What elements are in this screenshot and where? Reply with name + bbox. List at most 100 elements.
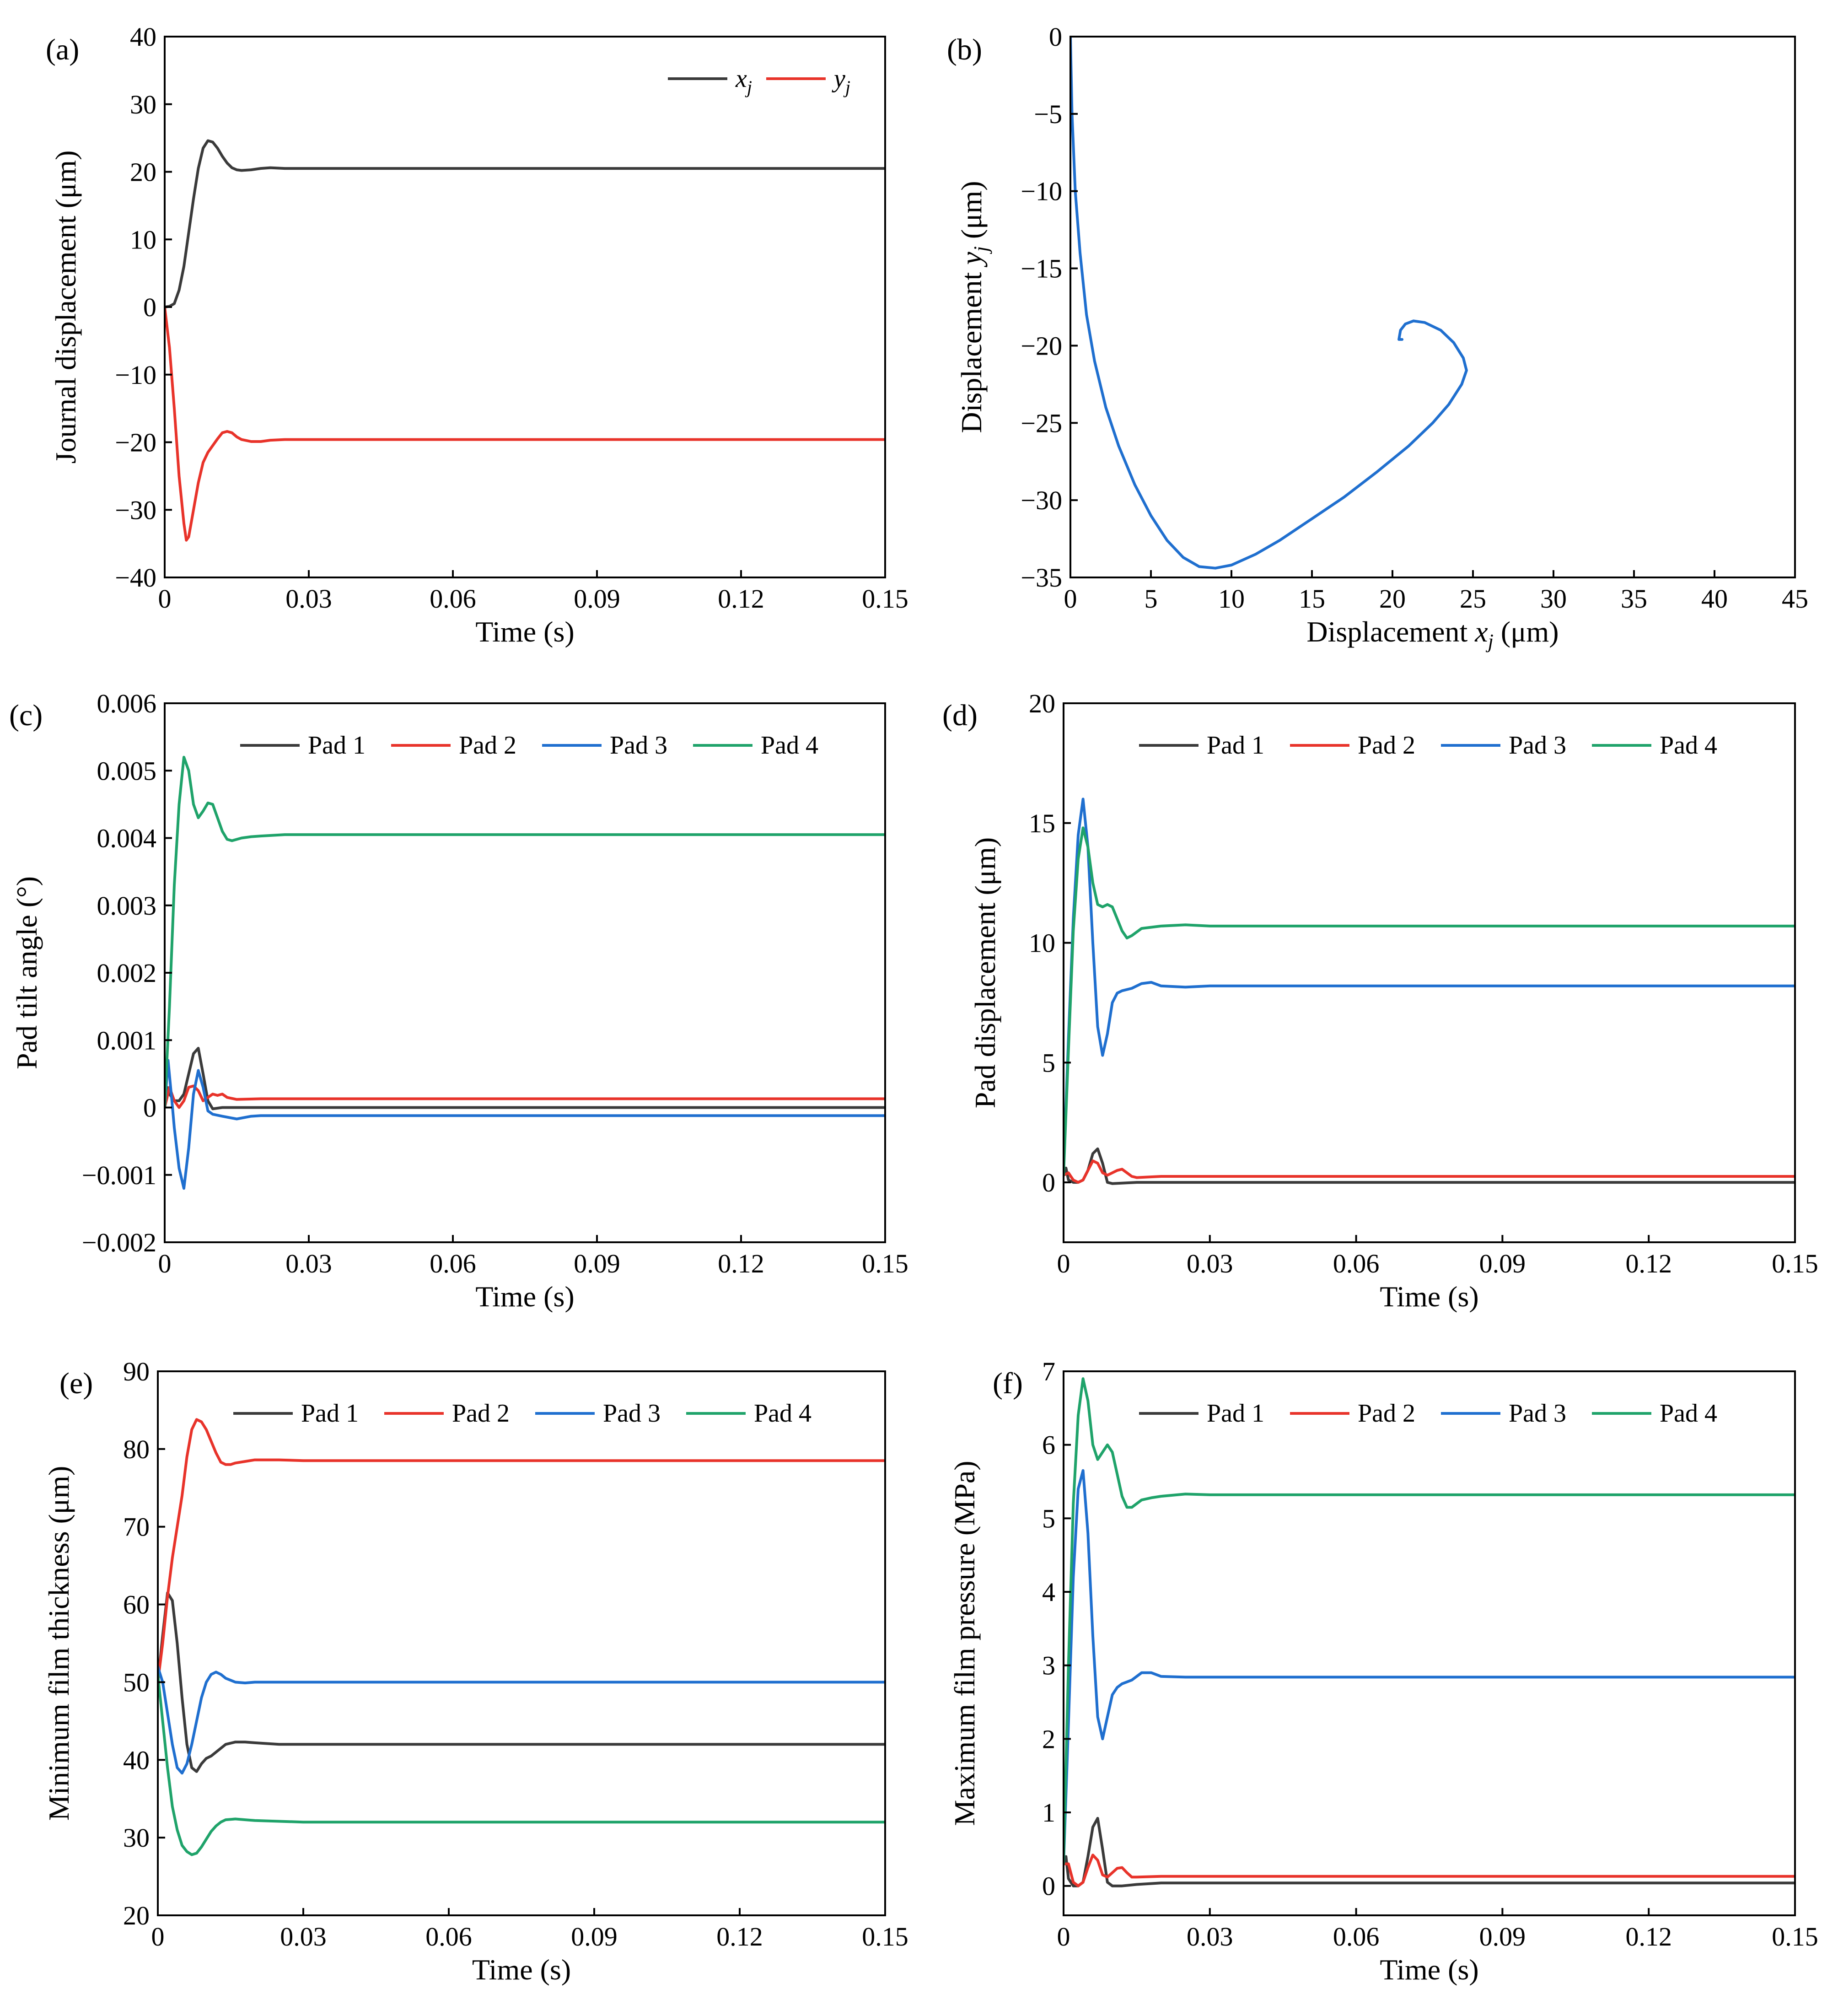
legend-label-e-3: Pad 3	[603, 1399, 661, 1428]
y-tick-label-c: 0.006	[97, 689, 157, 718]
x-tick-label-d: 0	[1057, 1249, 1070, 1278]
legend-label-d-1: Pad 1	[1207, 731, 1264, 760]
y-tick-label-d: 0	[1042, 1168, 1055, 1197]
y-tick-label-a: 20	[130, 157, 156, 187]
y-tick-label-f: 3	[1042, 1651, 1055, 1681]
legend-e: Pad 1 Pad 2 Pad 3 Pad 4	[233, 1399, 812, 1428]
x-tick-label-e: 0.15	[862, 1922, 908, 1951]
y-tick-label-a: −40	[115, 563, 156, 593]
panel-a: (a) 0 0.03 0.06 0.09 0.12 0.15 −40 −30 −20 −10 0 10 2…	[46, 22, 908, 648]
legend-label-c-3: Pad 3	[610, 731, 667, 760]
legend-label-d-2: Pad 2	[1358, 731, 1415, 760]
legend-d: Pad 1 Pad 2 Pad 3 Pad 4	[1139, 731, 1717, 760]
series-line-e-2	[158, 1418, 885, 1684]
y-tick-label-c: 0	[143, 1093, 156, 1123]
x-tick-label-d: 0.06	[1333, 1249, 1380, 1278]
panel-b: (b) 0 5 10 15 20 25 30 35 40 45 −35 −30 −25 −20 −15 −10 −…	[947, 22, 1808, 652]
legend-label-d-4: Pad 4	[1660, 731, 1717, 760]
plot-frame-c	[164, 702, 886, 1243]
x-tick-label-a: 0	[158, 584, 172, 614]
y-tick-label-e: 40	[123, 1745, 150, 1775]
x-tick-label-c: 0.12	[718, 1249, 764, 1278]
x-tick-label-e: 0	[151, 1922, 165, 1951]
x-tick-label-e: 0.06	[425, 1922, 472, 1951]
x-tick-label-f: 0.09	[1479, 1922, 1526, 1951]
y-tick-label-d: 10	[1029, 928, 1055, 958]
x-tick-label-b: 5	[1145, 584, 1158, 614]
x-tick-label-e: 0.12	[716, 1922, 763, 1951]
series-line-d-4	[1064, 826, 1795, 1177]
legend-a: xj yj	[668, 65, 850, 97]
x-tick-label-b: 45	[1782, 584, 1808, 614]
x-axis-title-a: Time (s)	[475, 615, 574, 648]
series-line-b-1	[1070, 37, 1468, 570]
plot-frame-d	[1063, 702, 1796, 1243]
y-tick-label-c: −0.001	[82, 1160, 156, 1190]
series-line-d-3	[1064, 798, 1795, 1172]
y-tick-label-a: 30	[130, 90, 156, 119]
y-axis-title-e: Minimum film thickness (μm)	[43, 1466, 75, 1821]
panel-c: (c) 0 0.03 0.06 0.09 0.12 0.15 −0.002 −0.001 0 0.0…	[9, 689, 908, 1313]
x-tick-label-d: 0.09	[1479, 1249, 1526, 1278]
y-tick-label-d: 15	[1029, 809, 1055, 838]
panel-label-f: (f)	[993, 1367, 1023, 1400]
y-tick-label-b: −15	[1021, 254, 1062, 284]
series-line-e-1	[158, 1591, 885, 1773]
y-tick-label-a: 0	[143, 292, 156, 322]
y-tick-label-a: −20	[115, 428, 156, 458]
x-tick-label-f: 0.06	[1333, 1922, 1380, 1951]
x-tick-label-b: 40	[1701, 584, 1728, 614]
y-tick-label-d: 20	[1029, 689, 1055, 718]
y-tick-label-e: 70	[123, 1512, 150, 1542]
x-tick-label-a: 0.15	[862, 584, 908, 614]
series-line-e-3	[158, 1665, 885, 1775]
legend-label-e-2: Pad 2	[452, 1399, 510, 1428]
y-tick-label-a: 40	[130, 22, 156, 52]
x-tick-label-a: 0.12	[718, 584, 764, 614]
y-tick-label-c: 0.004	[97, 824, 157, 853]
y-tick-label-c: 0.001	[97, 1025, 157, 1055]
legend-label-f-3: Pad 3	[1509, 1399, 1566, 1428]
x-tick-label-f: 0.12	[1625, 1922, 1672, 1951]
plot-frame-e	[157, 1370, 886, 1916]
y-tick-label-c: −0.002	[82, 1228, 156, 1257]
y-tick-label-b: −5	[1034, 99, 1062, 129]
x-tick-label-d: 0.12	[1625, 1249, 1672, 1278]
y-tick-label-c: 0.005	[97, 756, 157, 786]
y-tick-label-b: −20	[1021, 331, 1062, 361]
plot-frame-b	[1069, 36, 1796, 578]
plot-frame-a	[164, 36, 886, 578]
x-axis-title-d: Time (s)	[1380, 1280, 1478, 1313]
y-tick-label-b: −30	[1021, 485, 1062, 515]
legend-label-c-4: Pad 4	[761, 731, 818, 760]
x-tick-label-e: 0.03	[280, 1922, 327, 1951]
y-axis-title-d: Pad displacement (μm)	[969, 837, 1001, 1108]
y-axis-title-a: Journal displacement (μm)	[49, 151, 82, 464]
x-tick-label-c: 0.09	[574, 1249, 620, 1278]
x-tick-label-b: 35	[1621, 584, 1647, 614]
y-tick-label-a: −30	[115, 495, 156, 525]
y-tick-label-e: 20	[123, 1901, 150, 1930]
x-tick-label-d: 0.03	[1187, 1249, 1233, 1278]
panel-label-e: (e)	[59, 1367, 93, 1400]
x-tick-label-c: 0.15	[862, 1249, 908, 1278]
series-line-d-2	[1064, 1159, 1795, 1184]
x-tick-label-c: 0.03	[285, 1249, 332, 1278]
y-tick-label-e: 50	[123, 1667, 150, 1697]
y-tick-label-f: 5	[1042, 1504, 1055, 1533]
panel-f: (f) 0 0.03 0.06 0.09 0.12 0.15 0 1 2 3 4 5 6 7 Time (s)…	[948, 1357, 1818, 1986]
x-tick-label-e: 0.09	[571, 1922, 618, 1951]
legend-label-a-2: yj	[832, 65, 850, 97]
y-tick-label-e: 30	[123, 1823, 150, 1853]
y-tick-label-e: 90	[123, 1357, 150, 1386]
panel-d: (d) 0 0.03 0.06 0.09 0.12 0.15 0 5 10 15 20 Time (s)…	[942, 689, 1818, 1313]
x-tick-label-c: 0.06	[430, 1249, 476, 1278]
legend-label-c-2: Pad 2	[459, 731, 516, 760]
panel-label-b: (b)	[947, 33, 982, 66]
legend-label-f-1: Pad 1	[1207, 1399, 1264, 1428]
y-tick-label-f: 4	[1042, 1577, 1055, 1607]
x-tick-label-d: 0.15	[1772, 1249, 1818, 1278]
y-tick-label-f: 2	[1042, 1724, 1055, 1754]
y-tick-label-b: −35	[1021, 563, 1062, 593]
x-axis-title-b: Displacement xj (μm)	[1306, 615, 1559, 652]
